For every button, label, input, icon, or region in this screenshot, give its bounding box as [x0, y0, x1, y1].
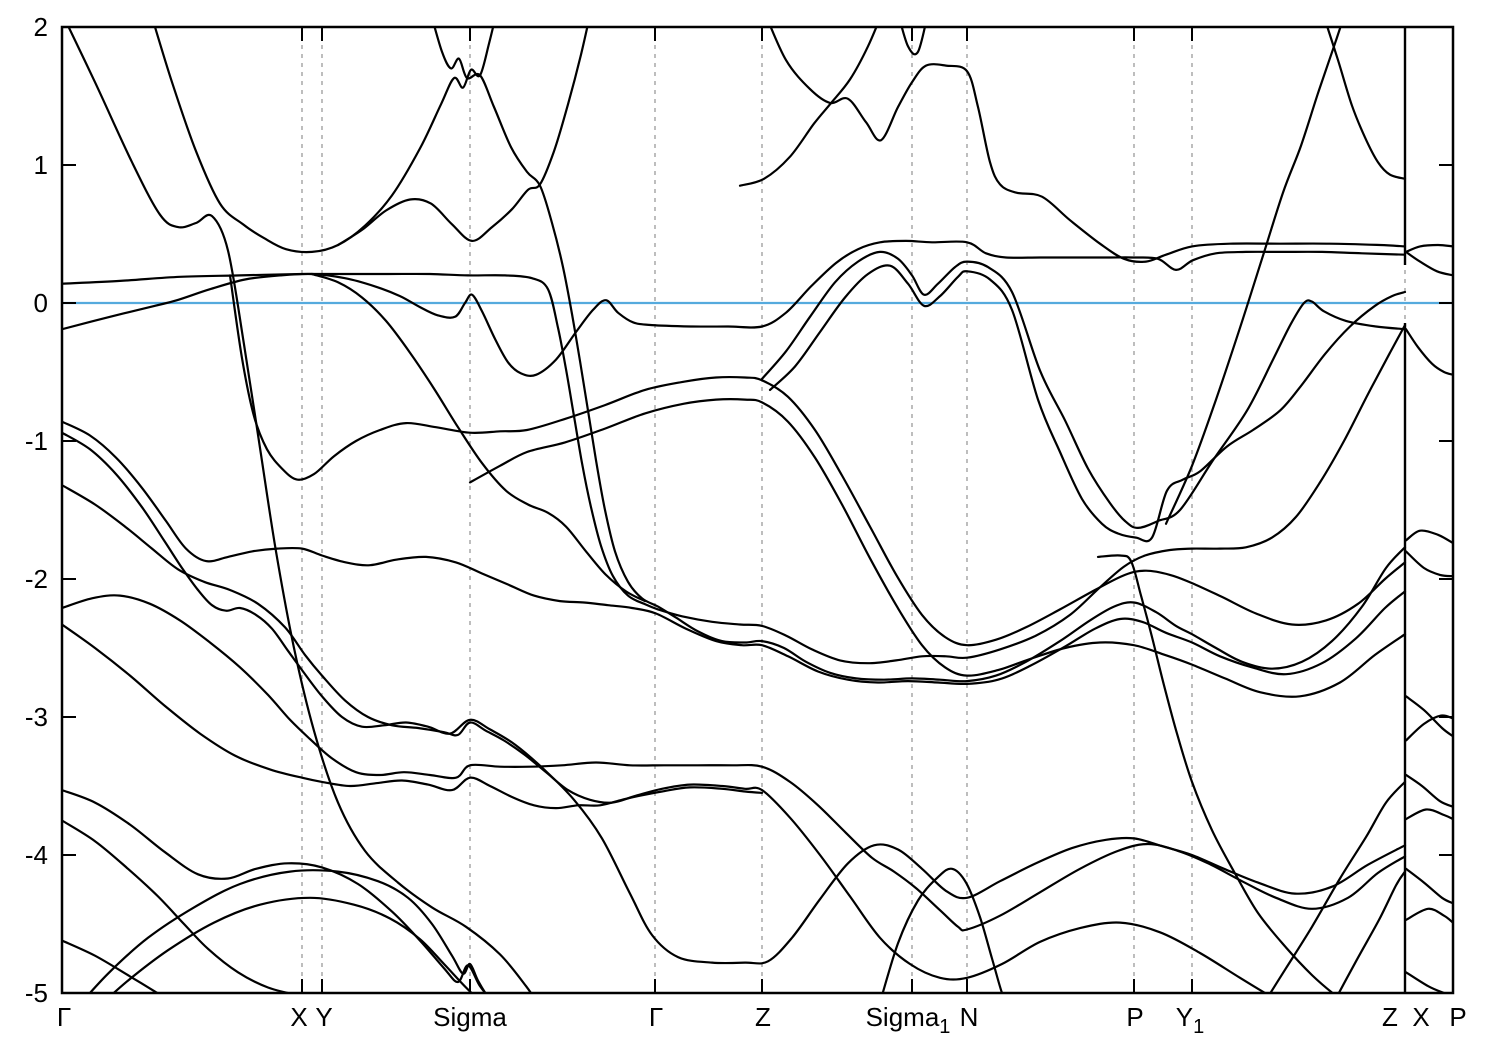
band-curve	[62, 484, 1268, 993]
band-curve	[336, 27, 589, 247]
band-curve	[1404, 243, 1453, 254]
band-curve	[112, 896, 474, 993]
band-curve	[1404, 867, 1453, 905]
band-curve	[738, 27, 878, 187]
x-axis-point-label: Sigma1	[866, 1002, 951, 1038]
x-axis-point-label: X	[1412, 1002, 1429, 1032]
band-curve	[62, 420, 1407, 686]
band-curve	[468, 398, 1407, 698]
band-curve	[310, 272, 647, 603]
plot-border	[60, 25, 1455, 995]
band-curve	[1404, 808, 1453, 821]
band-curve	[760, 250, 1407, 529]
band-curve	[62, 239, 1407, 377]
band-curve	[1404, 550, 1453, 578]
band-curve	[881, 867, 1004, 993]
band-curve	[1404, 773, 1453, 808]
y-axis-tick-label: 2	[34, 12, 48, 42]
band-curve	[62, 594, 1407, 932]
band-curve	[62, 272, 1407, 665]
band-curve	[62, 819, 293, 993]
y-axis-tick-label: -2	[25, 564, 48, 594]
y-axis-tick-label: 1	[34, 150, 48, 180]
x-axis-point-label: Sigma	[433, 1002, 507, 1032]
y-axis-tick-label: -4	[25, 840, 48, 870]
x-axis-point-label: Z	[755, 1002, 771, 1032]
x-axis-point-label: P	[1126, 1002, 1143, 1032]
band-curve	[88, 869, 487, 993]
y-axis-tick-label: 0	[34, 288, 48, 318]
band-curve	[768, 264, 1407, 543]
band-curve	[1096, 554, 1335, 993]
band-curve	[228, 274, 1407, 647]
x-axis-point-label: N	[960, 1002, 979, 1032]
band-curve	[1404, 250, 1453, 277]
y-axis-tick-label: -5	[25, 978, 48, 1008]
x-axis-point-label: Y1	[1176, 1002, 1204, 1038]
x-axis-point-label: Y	[315, 1002, 332, 1032]
band-curve	[1326, 27, 1407, 180]
band-curve	[900, 27, 927, 56]
band-curve	[67, 27, 533, 993]
band-curve	[769, 27, 1407, 263]
x-axis-point-label: X	[290, 1002, 307, 1032]
band-curve	[1404, 907, 1453, 924]
y-axis-tick-label: -1	[25, 426, 48, 456]
band-curve	[1164, 27, 1342, 525]
band-curve	[62, 939, 160, 993]
band-curve	[1269, 780, 1407, 993]
x-axis-point-label: Z	[1382, 1002, 1398, 1032]
x-axis-point-label: P	[1449, 1002, 1466, 1032]
x-axis-point-label: Γ	[57, 1002, 71, 1032]
band-curve	[1337, 870, 1407, 993]
x-axis-point-label: Γ	[649, 1002, 663, 1032]
band-curve	[1404, 971, 1448, 993]
band-curve	[153, 27, 495, 254]
band-curve	[62, 789, 487, 993]
band-curve	[1404, 529, 1453, 545]
band-curve	[1404, 328, 1453, 376]
y-axis-tick-label: -3	[25, 702, 48, 732]
band-curve	[62, 431, 1407, 965]
band-curve	[433, 27, 1407, 683]
band-curve	[62, 623, 764, 810]
